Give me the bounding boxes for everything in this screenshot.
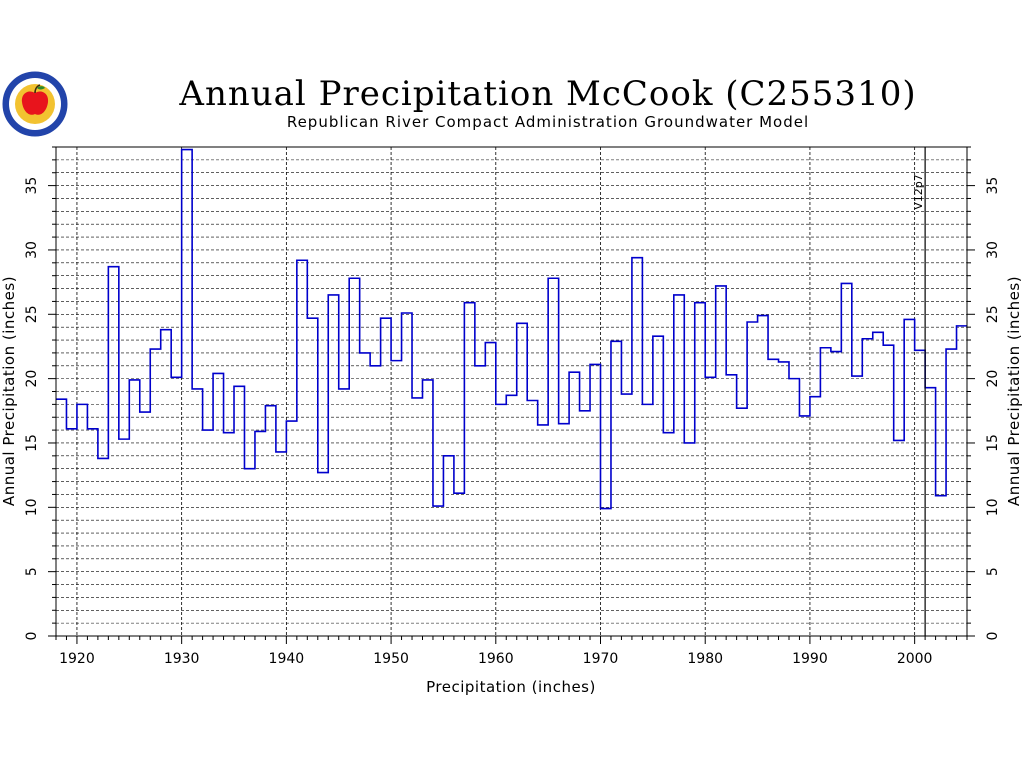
- chart-subtitle: Republican River Compact Administration …: [287, 113, 809, 131]
- x-tick-label: 1950: [373, 651, 409, 667]
- series-step-line: [56, 148, 967, 510]
- y-axis-label-right: Annual Precipitation (inches): [1005, 276, 1023, 506]
- grid-lines: [56, 146, 967, 636]
- y-tick-label-right: 25: [985, 305, 1001, 323]
- x-tick-label: 1980: [687, 651, 723, 667]
- x-tick-label: 1920: [59, 651, 95, 667]
- y-tick-label-right: 20: [985, 370, 1001, 388]
- x-tick-label: 2000: [897, 651, 933, 667]
- plot-frame: [55, 146, 968, 637]
- x-tick-label: 1930: [164, 651, 200, 667]
- x-tick-label: 1970: [583, 651, 619, 667]
- y-tick-label-right: 5: [985, 567, 1001, 576]
- y-tick-label-left: 25: [24, 305, 40, 323]
- y-tick-label-left: 5: [24, 567, 40, 576]
- x-tick-label: 1990: [792, 651, 828, 667]
- annotation-label: V12p7: [912, 174, 925, 210]
- apple-seal-logo-icon: [2, 71, 68, 137]
- y-tick-label-left: 30: [24, 241, 40, 259]
- y-axis-label-left: Annual Precipitation (inches): [0, 276, 18, 506]
- x-tick-label: 1960: [478, 651, 514, 667]
- y-tick-label-left: 0: [24, 632, 40, 641]
- y-tick-label-left: 15: [24, 434, 40, 452]
- y-tick-label-right: 35: [985, 177, 1001, 195]
- y-tick-label-right: 0: [985, 632, 1001, 641]
- y-tick-label-right: 10: [985, 498, 1001, 516]
- y-tick-label-left: 35: [24, 177, 40, 195]
- y-tick-label-right: 30: [985, 241, 1001, 259]
- series-group: [56, 148, 967, 510]
- y-axis-ticks: 0 0 5 5 10 10 15 15 20 20 25 25 30 30 35 35: [24, 146, 1001, 641]
- x-axis-ticks: 1920 1930 1940 1950 1960 1970 1980 1990 2000: [55, 636, 968, 667]
- x-tick-label: 1940: [269, 651, 305, 667]
- y-tick-label-left: 20: [24, 370, 40, 388]
- x-axis-label: Precipitation (inches): [426, 678, 596, 696]
- y-tick-label-right: 15: [985, 434, 1001, 452]
- chart-title: Annual Precipitation McCook (C255310): [178, 74, 916, 114]
- y-tick-label-left: 10: [24, 498, 40, 516]
